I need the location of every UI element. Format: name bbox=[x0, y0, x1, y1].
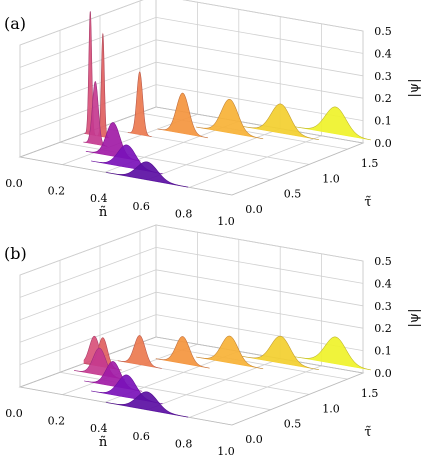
z-tick-label: 0.3 bbox=[374, 70, 392, 83]
series-surfaces bbox=[74, 335, 372, 418]
z-tick-label: 0.0 bbox=[374, 137, 392, 150]
series-peak-6 bbox=[127, 71, 152, 138]
x-tick-label: 1.0 bbox=[217, 445, 235, 458]
series-peak-0 bbox=[106, 161, 189, 188]
x-tick-label: 0.4 bbox=[90, 422, 108, 435]
z-axis-label: |ψ| bbox=[407, 79, 422, 98]
x-tick-label: 0.8 bbox=[175, 207, 193, 220]
gridline-z bbox=[19, 269, 364, 321]
gridline-x-floor bbox=[147, 358, 281, 411]
tick-labels: 0.0 0.2 0.4 0.6 0.8 1.0 0.0 0.5 1.0 1.5 0.0 0.1 0.2 0… bbox=[5, 25, 392, 228]
y-tick-label: 1.0 bbox=[322, 172, 340, 185]
x-tick-label: 0.2 bbox=[48, 415, 66, 428]
x-tick-label: 0.0 bbox=[5, 177, 23, 190]
x-tick-label: 0.6 bbox=[132, 430, 150, 443]
gridline-z bbox=[19, 291, 364, 343]
x-tick-label: 0.2 bbox=[48, 185, 66, 198]
series-ridge-6 bbox=[117, 335, 162, 369]
gridline-z bbox=[19, 39, 364, 91]
x-axis-label: ñ bbox=[99, 205, 108, 220]
gridline-x-floor bbox=[147, 128, 281, 181]
z-axis-label: |ψ| bbox=[407, 309, 422, 328]
y-tick-label: 0.0 bbox=[245, 203, 263, 216]
z-tick-label: 0.5 bbox=[374, 255, 392, 268]
series-peak-9 bbox=[242, 335, 320, 371]
series-peak-7 bbox=[155, 336, 210, 369]
x-tick-label: 1.0 bbox=[217, 215, 235, 228]
x-tick-label: 0.4 bbox=[90, 192, 108, 205]
panel-b: 0.0 0.2 0.4 0.6 0.8 1.0 0.0 0.5 1.0 1.5 0.0 0.1 0.2 0… bbox=[4, 224, 422, 458]
y-tick-label: 0.5 bbox=[284, 188, 302, 201]
series-peak-10 bbox=[293, 336, 372, 371]
z-tick-label: 0.5 bbox=[374, 25, 392, 38]
z-tick-label: 0.1 bbox=[374, 345, 392, 358]
z-tick-label: 0.4 bbox=[374, 47, 392, 60]
series-peak-8 bbox=[196, 99, 264, 140]
z-tick-label: 0.1 bbox=[374, 115, 392, 128]
gridline-x-floor bbox=[189, 135, 322, 188]
series-ridge-9 bbox=[242, 103, 319, 140]
y-tick-label: 1.5 bbox=[361, 387, 379, 400]
gridline-z bbox=[19, 224, 364, 276]
gridline-z bbox=[19, 314, 364, 365]
gridline-z bbox=[19, 16, 364, 68]
panel-label: (a) bbox=[4, 14, 26, 33]
series-ridge-6 bbox=[127, 71, 152, 137]
panel-a: 0.0 0.2 0.4 0.6 0.8 1.0 0.0 0.5 1.0 1.5 0.0 0.1 0.2 0… bbox=[4, 0, 422, 228]
z-tick-label: 0.0 bbox=[374, 367, 392, 380]
series-ridge-10 bbox=[294, 106, 371, 141]
y-axis-label: τ̃ bbox=[364, 425, 371, 440]
x-tick-label: 0.8 bbox=[175, 437, 193, 450]
series-ridge-10 bbox=[294, 336, 371, 371]
gridline-z bbox=[19, 61, 364, 113]
series-ridge-0 bbox=[106, 391, 188, 418]
tick-labels: 0.0 0.2 0.4 0.6 0.8 1.0 0.0 0.5 1.0 1.5 0.0 0.1 0.2 0… bbox=[5, 255, 392, 458]
z-tick-label: 0.4 bbox=[374, 277, 392, 290]
series-peak-8 bbox=[196, 335, 264, 370]
y-tick-label: 1.0 bbox=[322, 402, 340, 415]
series-ridge-7 bbox=[155, 336, 210, 369]
y-tick-label: 0.5 bbox=[284, 418, 302, 431]
axes-panes bbox=[19, 0, 364, 158]
series-ridge-0 bbox=[106, 161, 188, 188]
series-peak-9 bbox=[242, 103, 320, 141]
y-tick-label: 1.5 bbox=[361, 157, 379, 170]
series-peak-6 bbox=[117, 335, 162, 369]
z-tick-label: 0.2 bbox=[374, 322, 392, 335]
z-tick-label: 0.2 bbox=[374, 92, 392, 105]
series-ridge-7 bbox=[157, 92, 208, 139]
series-peak-7 bbox=[157, 92, 209, 139]
series-surfaces bbox=[83, 11, 372, 188]
series-ridge-9 bbox=[242, 335, 319, 370]
gridline-z bbox=[19, 0, 364, 46]
y-tick-label: 0.0 bbox=[245, 433, 263, 446]
series-ridge-8 bbox=[196, 335, 264, 369]
series-ridge-8 bbox=[196, 99, 264, 139]
x-tick-label: 0.6 bbox=[132, 200, 150, 213]
gridline-x-floor bbox=[189, 365, 322, 418]
x-tick-label: 0.0 bbox=[5, 407, 23, 420]
gridline-z bbox=[19, 246, 364, 298]
z-tick-label: 0.3 bbox=[374, 300, 392, 313]
series-peak-10 bbox=[293, 106, 372, 141]
series-peak-0 bbox=[106, 391, 189, 418]
x-axis-label: ñ bbox=[99, 435, 108, 450]
panel-label: (b) bbox=[4, 244, 27, 263]
y-axis-label: τ̃ bbox=[364, 195, 371, 210]
gridline-z bbox=[19, 84, 364, 135]
